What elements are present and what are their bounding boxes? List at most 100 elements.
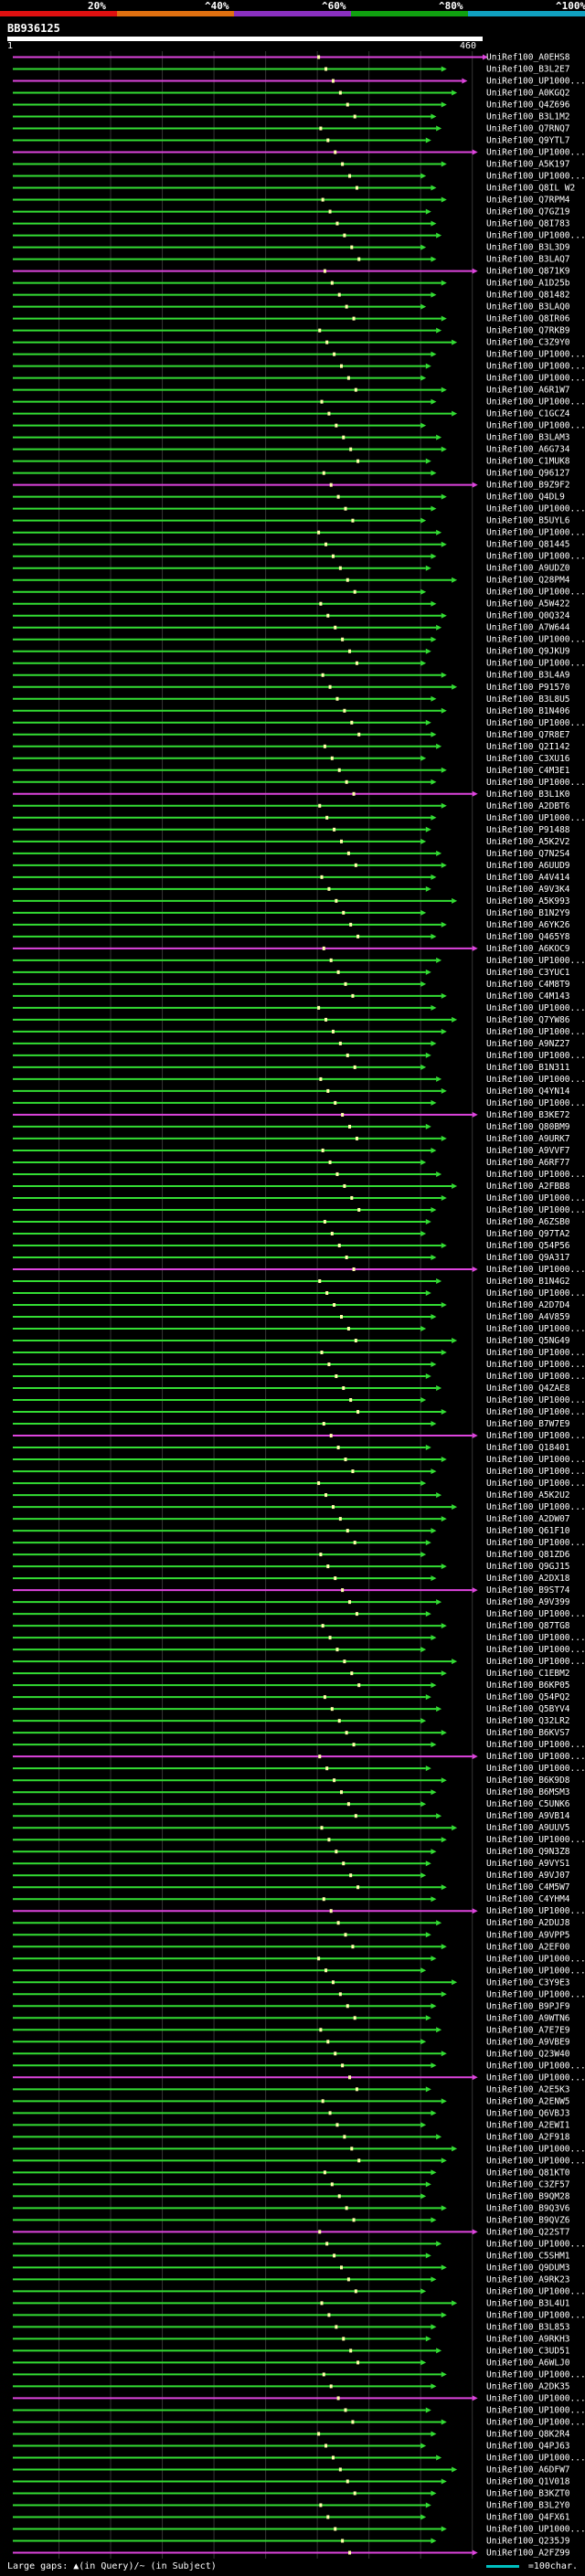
hit-label[interactable]: UniRef100_UP1000... — [486, 718, 585, 728]
hit-label[interactable]: UniRef100_A9UUV5 — [486, 1823, 570, 1833]
hit-label[interactable]: UniRef100_UP1000... — [486, 2310, 585, 2320]
hit-label[interactable]: UniRef100_A2DBT6 — [486, 801, 570, 811]
hit-label[interactable]: UniRef100_B3L853 — [486, 2322, 570, 2332]
hit-label[interactable]: UniRef100_UP1000... — [486, 172, 585, 182]
hit-label[interactable]: UniRef100_Q6VBJ3 — [486, 2108, 570, 2118]
hit-label[interactable]: UniRef100_Q81ZD6 — [486, 1550, 570, 1560]
hit-label[interactable]: UniRef100_UP1000... — [486, 1906, 585, 1916]
hit-label[interactable]: UniRef100_UP1000... — [486, 778, 585, 788]
hit-label[interactable]: UniRef100_Q8IR06 — [486, 314, 570, 324]
hit-label[interactable]: UniRef100_Q54PQ2 — [486, 1692, 570, 1702]
hit-label[interactable]: UniRef100_B3L3D9 — [486, 243, 570, 253]
hit-label[interactable]: UniRef100_A6KOC9 — [486, 944, 570, 954]
hit-label[interactable]: UniRef100_UP1000... — [486, 1455, 585, 1465]
hit-label[interactable]: UniRef100_A2EWI1 — [486, 2120, 570, 2130]
hit-label[interactable]: UniRef100_UP1000... — [486, 2524, 585, 2534]
hit-label[interactable]: UniRef100_Q7RPM4 — [486, 196, 570, 206]
hit-label[interactable]: UniRef100_B3KE72 — [486, 1110, 570, 1120]
hit-label[interactable]: UniRef100_A2F918 — [486, 2132, 570, 2142]
hit-label[interactable]: UniRef100_Q23W40 — [486, 2049, 570, 2059]
hit-label[interactable]: UniRef100_UP1000... — [486, 1205, 585, 1215]
hit-label[interactable]: UniRef100_UP1000... — [486, 2393, 585, 2403]
hit-label[interactable]: UniRef100_A6R1W7 — [486, 386, 570, 396]
hit-label[interactable]: UniRef100_UP1000... — [486, 1645, 585, 1655]
hit-label[interactable]: UniRef100_Q54P56 — [486, 1241, 570, 1251]
hit-label[interactable]: UniRef100_UP1000... — [486, 1193, 585, 1203]
hit-label[interactable]: UniRef100_B9ST74 — [486, 1585, 570, 1595]
hit-label[interactable]: UniRef100_B7W7E9 — [486, 1419, 570, 1429]
hit-label[interactable]: UniRef100_UP1000... — [486, 77, 585, 87]
hit-label[interactable]: UniRef100_UP1000... — [486, 1502, 585, 1512]
hit-label[interactable]: UniRef100_B3L2Y0 — [486, 2500, 570, 2510]
hit-label[interactable]: UniRef100_A6RF77 — [486, 1158, 570, 1168]
hit-label[interactable]: UniRef100_A7E7E9 — [486, 2025, 570, 2035]
hit-label[interactable]: UniRef100_B6MSM3 — [486, 1787, 570, 1797]
hit-label[interactable]: UniRef100_B3KZT0 — [486, 2488, 570, 2498]
hit-label[interactable]: UniRef100_UP1000... — [486, 2061, 585, 2071]
hit-label[interactable]: UniRef100_Q7YW86 — [486, 1015, 570, 1025]
hit-label[interactable]: UniRef100_UP1000... — [486, 2072, 585, 2083]
hit-label[interactable]: UniRef100_A9VVF7 — [486, 1146, 570, 1156]
hit-label[interactable]: UniRef100_C3UD51 — [486, 2346, 570, 2356]
hit-label[interactable]: UniRef100_UP1000... — [486, 2417, 585, 2427]
hit-label[interactable]: UniRef100_C5SHM1 — [486, 2251, 570, 2261]
hit-label[interactable]: UniRef100_Q4YN14 — [486, 1087, 570, 1097]
hit-label[interactable]: UniRef100_UP1000... — [486, 2453, 585, 2463]
hit-label[interactable]: UniRef100_A9RKH3 — [486, 2334, 570, 2344]
hit-label[interactable]: UniRef100_Q235J9 — [486, 2536, 570, 2546]
hit-label[interactable]: UniRef100_UP1000... — [486, 1431, 585, 1441]
hit-label[interactable]: UniRef100_B3L4U1 — [486, 2298, 570, 2308]
hit-label[interactable]: UniRef100_A9V399 — [486, 1597, 570, 1607]
hit-label[interactable]: UniRef100_UP1000... — [486, 398, 585, 408]
hit-label[interactable]: UniRef100_Q97TA2 — [486, 1229, 570, 1239]
hit-label[interactable]: UniRef100_Q0Q324 — [486, 611, 570, 621]
hit-label[interactable]: UniRef100_UP1000... — [486, 374, 585, 384]
hit-label[interactable]: UniRef100_A9RK23 — [486, 2274, 570, 2284]
hit-label[interactable]: UniRef100_A9VBE9 — [486, 2037, 570, 2047]
hit-label[interactable]: UniRef100_C4M143 — [486, 991, 570, 1002]
hit-label[interactable]: UniRef100_Q465Y8 — [486, 932, 570, 942]
hit-label[interactable]: UniRef100_B9QVZ6 — [486, 2215, 570, 2225]
hit-label[interactable]: UniRef100_Q18401 — [486, 1443, 570, 1453]
hit-label[interactable]: UniRef100_B1N4G2 — [486, 1277, 570, 1287]
hit-label[interactable]: UniRef100_A0EHS8 — [486, 53, 570, 63]
hit-label[interactable]: UniRef100_C3Z9Y0 — [486, 338, 570, 348]
hit-label[interactable]: UniRef100_C4M8T9 — [486, 980, 570, 990]
hit-label[interactable]: UniRef100_A9VYS1 — [486, 1859, 570, 1869]
hit-label[interactable]: UniRef100_UP1000... — [486, 1027, 585, 1037]
hit-label[interactable]: UniRef100_Q9DUM3 — [486, 2263, 570, 2273]
hit-label[interactable]: UniRef100_A2E5K3 — [486, 2084, 570, 2094]
hit-label[interactable]: UniRef100_Q22ST7 — [486, 2227, 570, 2237]
hit-label[interactable]: UniRef100_Q4FX61 — [486, 2512, 570, 2522]
hit-label[interactable]: UniRef100_UP1000... — [486, 504, 585, 514]
hit-label[interactable]: UniRef100_B3LAQ0 — [486, 302, 570, 313]
hit-label[interactable]: UniRef100_UP1000... — [486, 2369, 585, 2380]
hit-label[interactable]: UniRef100_Q32LR2 — [486, 1716, 570, 1726]
hit-label[interactable]: UniRef100_UP1000... — [486, 421, 585, 431]
hit-label[interactable]: UniRef100_UP1000... — [486, 1538, 585, 1548]
hit-label[interactable]: UniRef100_B6KP05 — [486, 1680, 570, 1691]
hit-label[interactable]: UniRef100_UP1000... — [486, 588, 585, 598]
hit-label[interactable]: UniRef100_B9Z9F2 — [486, 481, 570, 491]
hit-label[interactable]: UniRef100_B9Q3V6 — [486, 2203, 570, 2213]
hit-label[interactable]: UniRef100_C1GCZ4 — [486, 409, 570, 419]
hit-label[interactable]: UniRef100_C3XU16 — [486, 754, 570, 764]
hit-label[interactable]: UniRef100_UP1000... — [486, 1265, 585, 1275]
hit-label[interactable]: UniRef100_B3LAQ7 — [486, 255, 570, 265]
hit-label[interactable]: UniRef100_UP1000... — [486, 1609, 585, 1619]
hit-label[interactable]: UniRef100_C3YUC1 — [486, 968, 570, 978]
hit-label[interactable]: UniRef100_C4M5W7 — [486, 1882, 570, 1892]
hit-label[interactable]: UniRef100_Q81KT0 — [486, 2168, 570, 2178]
hit-label[interactable]: UniRef100_UP1000... — [486, 1372, 585, 1382]
hit-label[interactable]: UniRef100_A9VB14 — [486, 1811, 570, 1821]
hit-label[interactable]: UniRef100_UP1000... — [486, 1288, 585, 1299]
hit-label[interactable]: UniRef100_P91488 — [486, 825, 570, 835]
hit-label[interactable]: UniRef100_Q871K9 — [486, 267, 570, 277]
hit-label[interactable]: UniRef100_A5W422 — [486, 599, 570, 610]
hit-label[interactable]: UniRef100_UP1000... — [486, 1348, 585, 1358]
hit-label[interactable]: UniRef100_A2EF00 — [486, 1942, 570, 1952]
hit-label[interactable]: UniRef100_Q9JKU9 — [486, 647, 570, 657]
hit-label[interactable]: UniRef100_UP1000... — [486, 813, 585, 823]
hit-label[interactable]: UniRef100_A5K197 — [486, 160, 570, 170]
hit-label[interactable]: UniRef100_A9V3K4 — [486, 885, 570, 895]
